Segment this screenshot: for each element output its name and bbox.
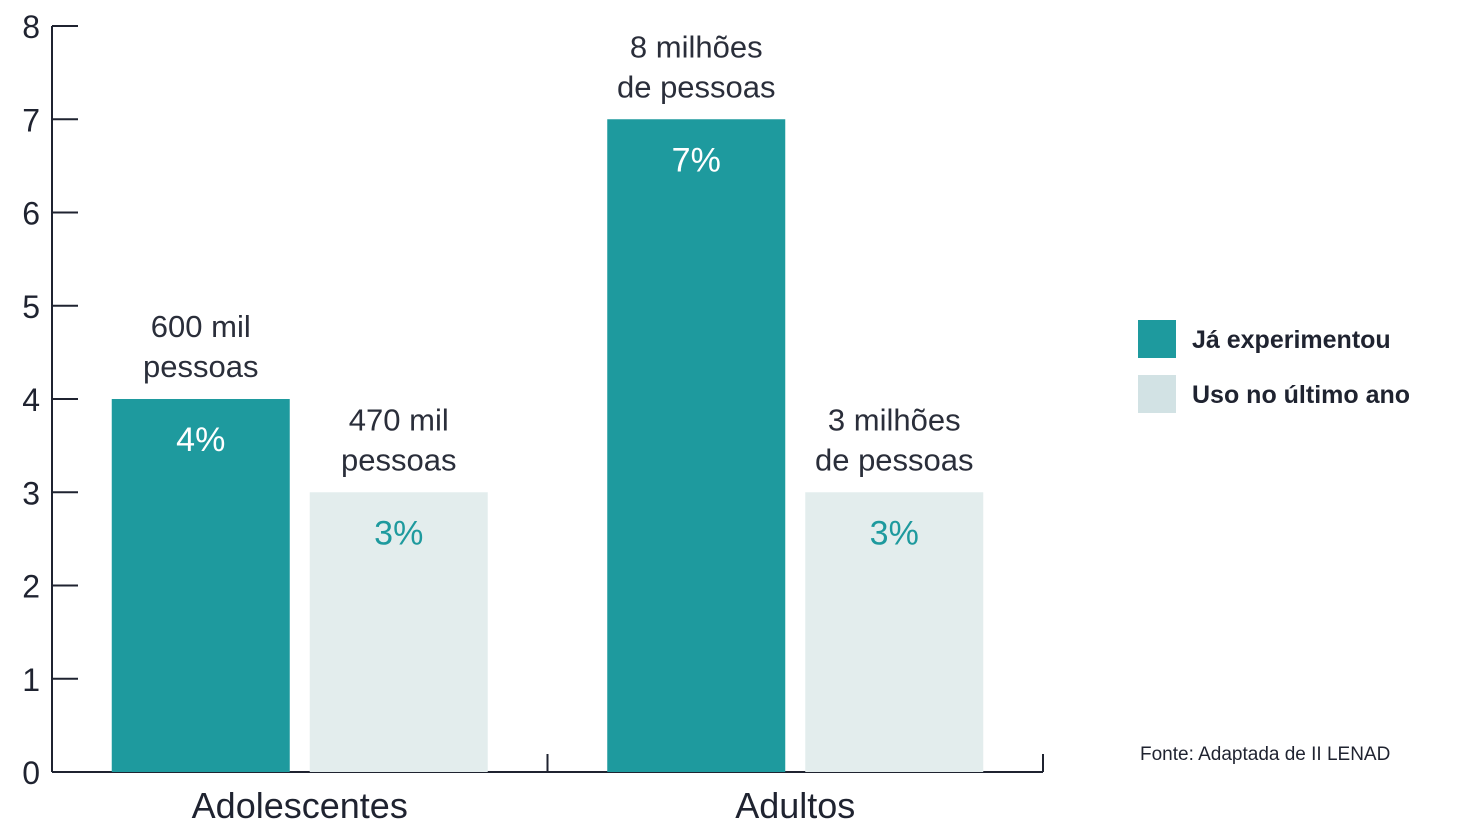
chart-labels: Adolescentes 4% 600 mil pessoas 3% 470 mil pes… bbox=[143, 29, 974, 822]
x-category-label: Adolescentes bbox=[192, 785, 408, 822]
legend-swatch bbox=[1138, 320, 1176, 358]
bar-annotation: de pessoas bbox=[617, 69, 776, 104]
bar-value-label: 7% bbox=[672, 141, 721, 179]
source-note: Fonte: Adaptada de II LENAD bbox=[1140, 744, 1390, 765]
bar-annotation: 8 milhões bbox=[630, 29, 763, 64]
x-category-label: Adultos bbox=[735, 785, 855, 822]
bar bbox=[607, 119, 786, 772]
legend-swatch bbox=[1138, 375, 1176, 413]
bar-value-label: 3% bbox=[870, 514, 919, 552]
y-tick-label: 7 bbox=[22, 102, 40, 138]
bar bbox=[309, 492, 488, 772]
y-tick-label: 2 bbox=[22, 569, 40, 605]
bar-value-label: 3% bbox=[374, 514, 423, 552]
bar bbox=[805, 492, 984, 772]
y-tick-label: 6 bbox=[22, 196, 40, 232]
legend: Já experimentou Uso no último ano bbox=[1138, 320, 1410, 413]
legend-label: Já experimentou bbox=[1192, 326, 1391, 354]
chart-bars bbox=[111, 119, 984, 772]
y-tick-label: 0 bbox=[22, 755, 40, 791]
bar-annotation: 470 mil bbox=[349, 402, 449, 437]
bar-annotation: pessoas bbox=[143, 349, 258, 384]
y-tick-label: 3 bbox=[22, 475, 40, 511]
bar-annotation: de pessoas bbox=[815, 442, 974, 477]
y-tick-label: 4 bbox=[22, 382, 40, 418]
y-tick-label: 5 bbox=[22, 289, 40, 325]
y-tick-label: 8 bbox=[22, 9, 40, 45]
legend-label: Uso no último ano bbox=[1192, 381, 1410, 409]
bar bbox=[111, 399, 290, 772]
bar-value-label: 4% bbox=[176, 421, 225, 459]
bar-annotation: 3 milhões bbox=[828, 402, 961, 437]
bar-annotation: pessoas bbox=[341, 442, 456, 477]
y-tick-label: 1 bbox=[22, 662, 40, 698]
bar-annotation: 600 mil bbox=[151, 309, 251, 344]
